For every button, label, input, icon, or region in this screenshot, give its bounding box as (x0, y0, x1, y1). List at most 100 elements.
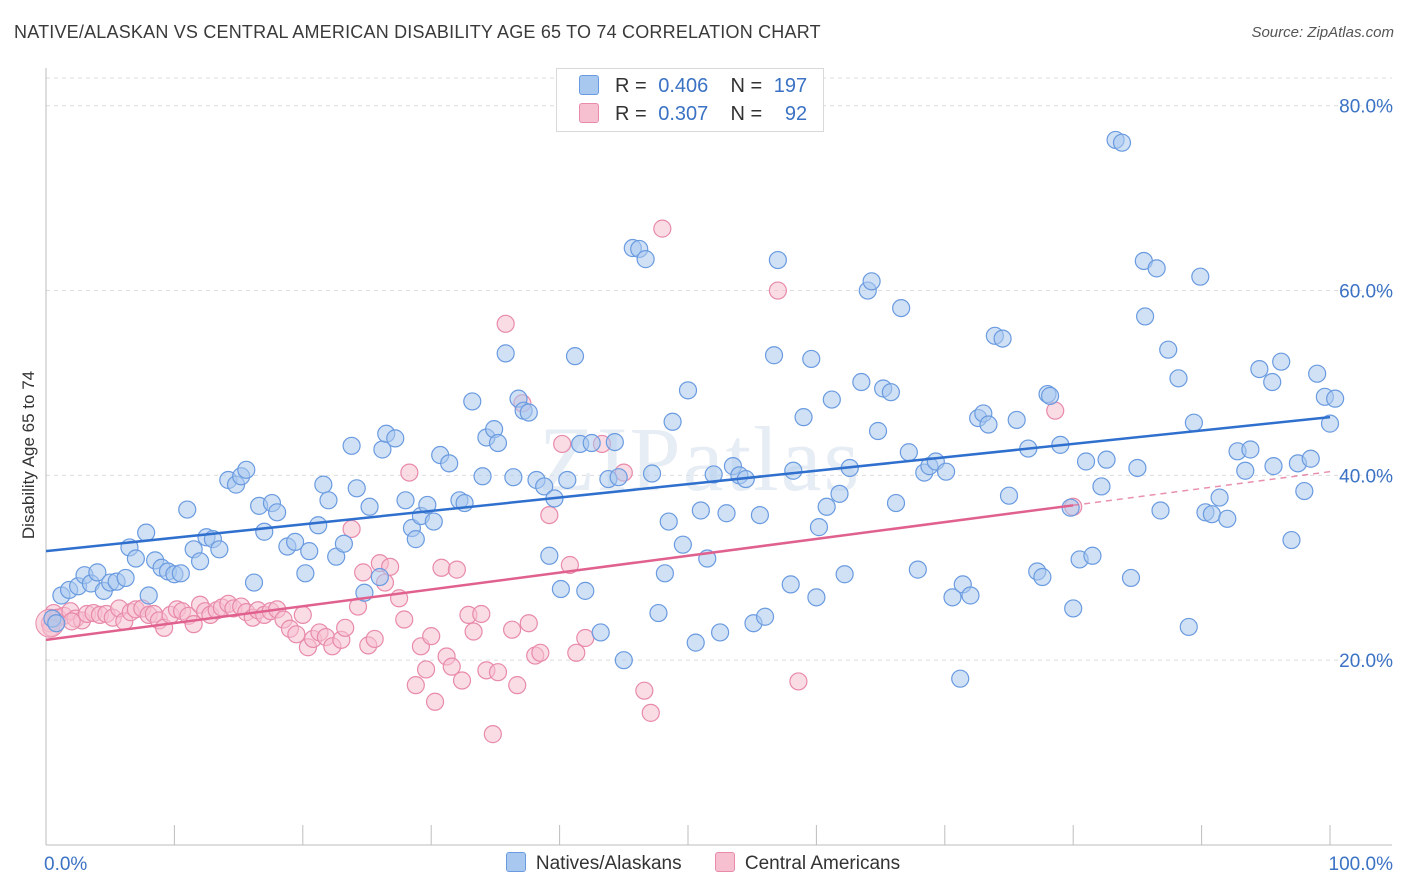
natives-alaskans-point (88, 563, 107, 582)
central-americans-points (35, 219, 1083, 744)
natives-alaskans-point (347, 479, 366, 498)
natives-alaskans-point (519, 403, 538, 422)
axis-labels: 20.0% 40.0% 60.0% 80.0% 0.0% 100.0% Disability… (19, 97, 1393, 875)
natives-alaskans-point (463, 392, 482, 411)
central-americans-point (354, 563, 373, 582)
blue-swatch-icon (505, 852, 526, 872)
y-tick-label: 40.0% (1339, 466, 1393, 487)
natives-alaskans-point (309, 516, 328, 535)
central-americans-point (508, 676, 527, 695)
natives-alaskans-point (137, 523, 156, 542)
natives-alaskans-point (822, 390, 841, 409)
natives-alaskans-point (1210, 488, 1229, 507)
central-americans-point (293, 605, 312, 625)
natives-alaskans-point (908, 560, 927, 579)
natives-alaskans-point (210, 540, 229, 559)
natives-alaskans-point (862, 272, 881, 291)
r-value-central: 0.307 (658, 103, 709, 125)
natives-alaskans-point (268, 503, 287, 522)
natives-alaskans-point (1263, 372, 1282, 392)
natives-alaskans-point (396, 491, 415, 510)
central-americans-point (432, 558, 451, 577)
y-tick-label: 20.0% (1339, 651, 1393, 672)
r-value-natives: 0.406 (658, 75, 709, 97)
natives-alaskans-point (659, 512, 678, 531)
central-americans-point (641, 703, 660, 722)
natives-alaskans-point (1092, 477, 1111, 496)
natives-alaskans-point (1241, 440, 1260, 459)
central-americans-point (365, 629, 384, 649)
central-americans-point (287, 625, 306, 644)
natives-alaskans-point (576, 581, 595, 600)
central-americans-point (496, 314, 515, 333)
natives-alaskans-point (609, 468, 628, 487)
natives-alaskans-point (190, 552, 210, 571)
natives-alaskans-point (999, 486, 1019, 505)
central-americans-point (635, 681, 654, 700)
central-americans-point (395, 610, 414, 629)
natives-alaskans-point (892, 299, 911, 318)
central-americans-point (553, 434, 572, 454)
y-axis-title: Disability Age 65 to 74 (19, 371, 38, 539)
natives-alaskans-point (565, 347, 585, 366)
natives-alaskans-point (605, 432, 624, 452)
natives-alaskans-point (116, 568, 135, 588)
natives-alaskans-point (1308, 364, 1327, 383)
natives-alaskans-point (496, 344, 515, 363)
natives-alaskans-point (591, 623, 610, 642)
natives-alaskans-point (424, 512, 443, 531)
natives-alaskans-point (1169, 369, 1188, 388)
central-americans-point (422, 627, 441, 646)
natives-alaskans-point (178, 500, 197, 519)
natives-alaskans-point (1128, 458, 1147, 478)
natives-alaskans-point (1326, 389, 1345, 408)
natives-alaskans-point (717, 504, 736, 523)
legend-row-natives: R = 0.406 N = 197 (579, 75, 807, 99)
axes (45, 68, 1392, 846)
natives-alaskans-point (881, 383, 900, 402)
natives-alaskans-point (1301, 449, 1320, 468)
natives-alaskans-point (1250, 359, 1269, 379)
natives-alaskans-point (852, 372, 871, 392)
natives-alaskans-point (285, 532, 305, 551)
central-trend-line (45, 504, 1074, 642)
natives-alaskans-point (1191, 267, 1210, 286)
natives-alaskans-point (1151, 501, 1170, 520)
y-tick-label: 80.0% (1339, 97, 1393, 118)
natives-alaskans-point (1083, 546, 1102, 565)
central-americans-point (567, 643, 586, 662)
natives-alaskans-point (794, 408, 813, 427)
natives-alaskans-point (835, 565, 854, 584)
natives-alaskans-points (43, 130, 1345, 688)
natives-alaskans-point (1040, 386, 1060, 405)
natives-alaskans-point (473, 467, 492, 486)
natives-alaskans-point (551, 579, 570, 599)
natives-alaskans-point (296, 564, 315, 583)
natives-alaskans-point (370, 567, 389, 587)
central-americans-point (442, 657, 461, 676)
natives-alaskans-point (768, 250, 787, 270)
legend-row-central: R = 0.307 N = 92 (579, 103, 807, 127)
natives-alaskans-point (488, 433, 508, 453)
pink-swatch-icon (579, 103, 599, 123)
natives-alaskans-point (1097, 450, 1116, 469)
natives-alaskans-point (1184, 413, 1203, 432)
chart-title: NATIVE/ALASKAN VS CENTRAL AMERICAN DISAB… (14, 22, 821, 42)
central-americans-point (406, 676, 425, 695)
natives-alaskans-point (817, 497, 836, 516)
natives-alaskans-point (319, 491, 338, 510)
natives-alaskans-point (961, 586, 980, 605)
natives-alaskans-point (979, 415, 998, 434)
natives-alaskans-point (809, 518, 829, 537)
central-americans-point (531, 643, 550, 662)
natives-alaskans-point (655, 564, 674, 583)
legend-item-natives: Natives/Alaskans (505, 852, 682, 875)
central-americans-point (560, 555, 579, 575)
n-label: N = (730, 103, 763, 125)
natives-alaskans-point (1061, 498, 1080, 517)
natives-alaskans-point (636, 250, 655, 269)
natives-alaskans-point (342, 436, 361, 455)
natives-alaskans-point (807, 588, 826, 607)
r-label: R = (615, 75, 647, 97)
natives-alaskans-point (1064, 599, 1083, 618)
